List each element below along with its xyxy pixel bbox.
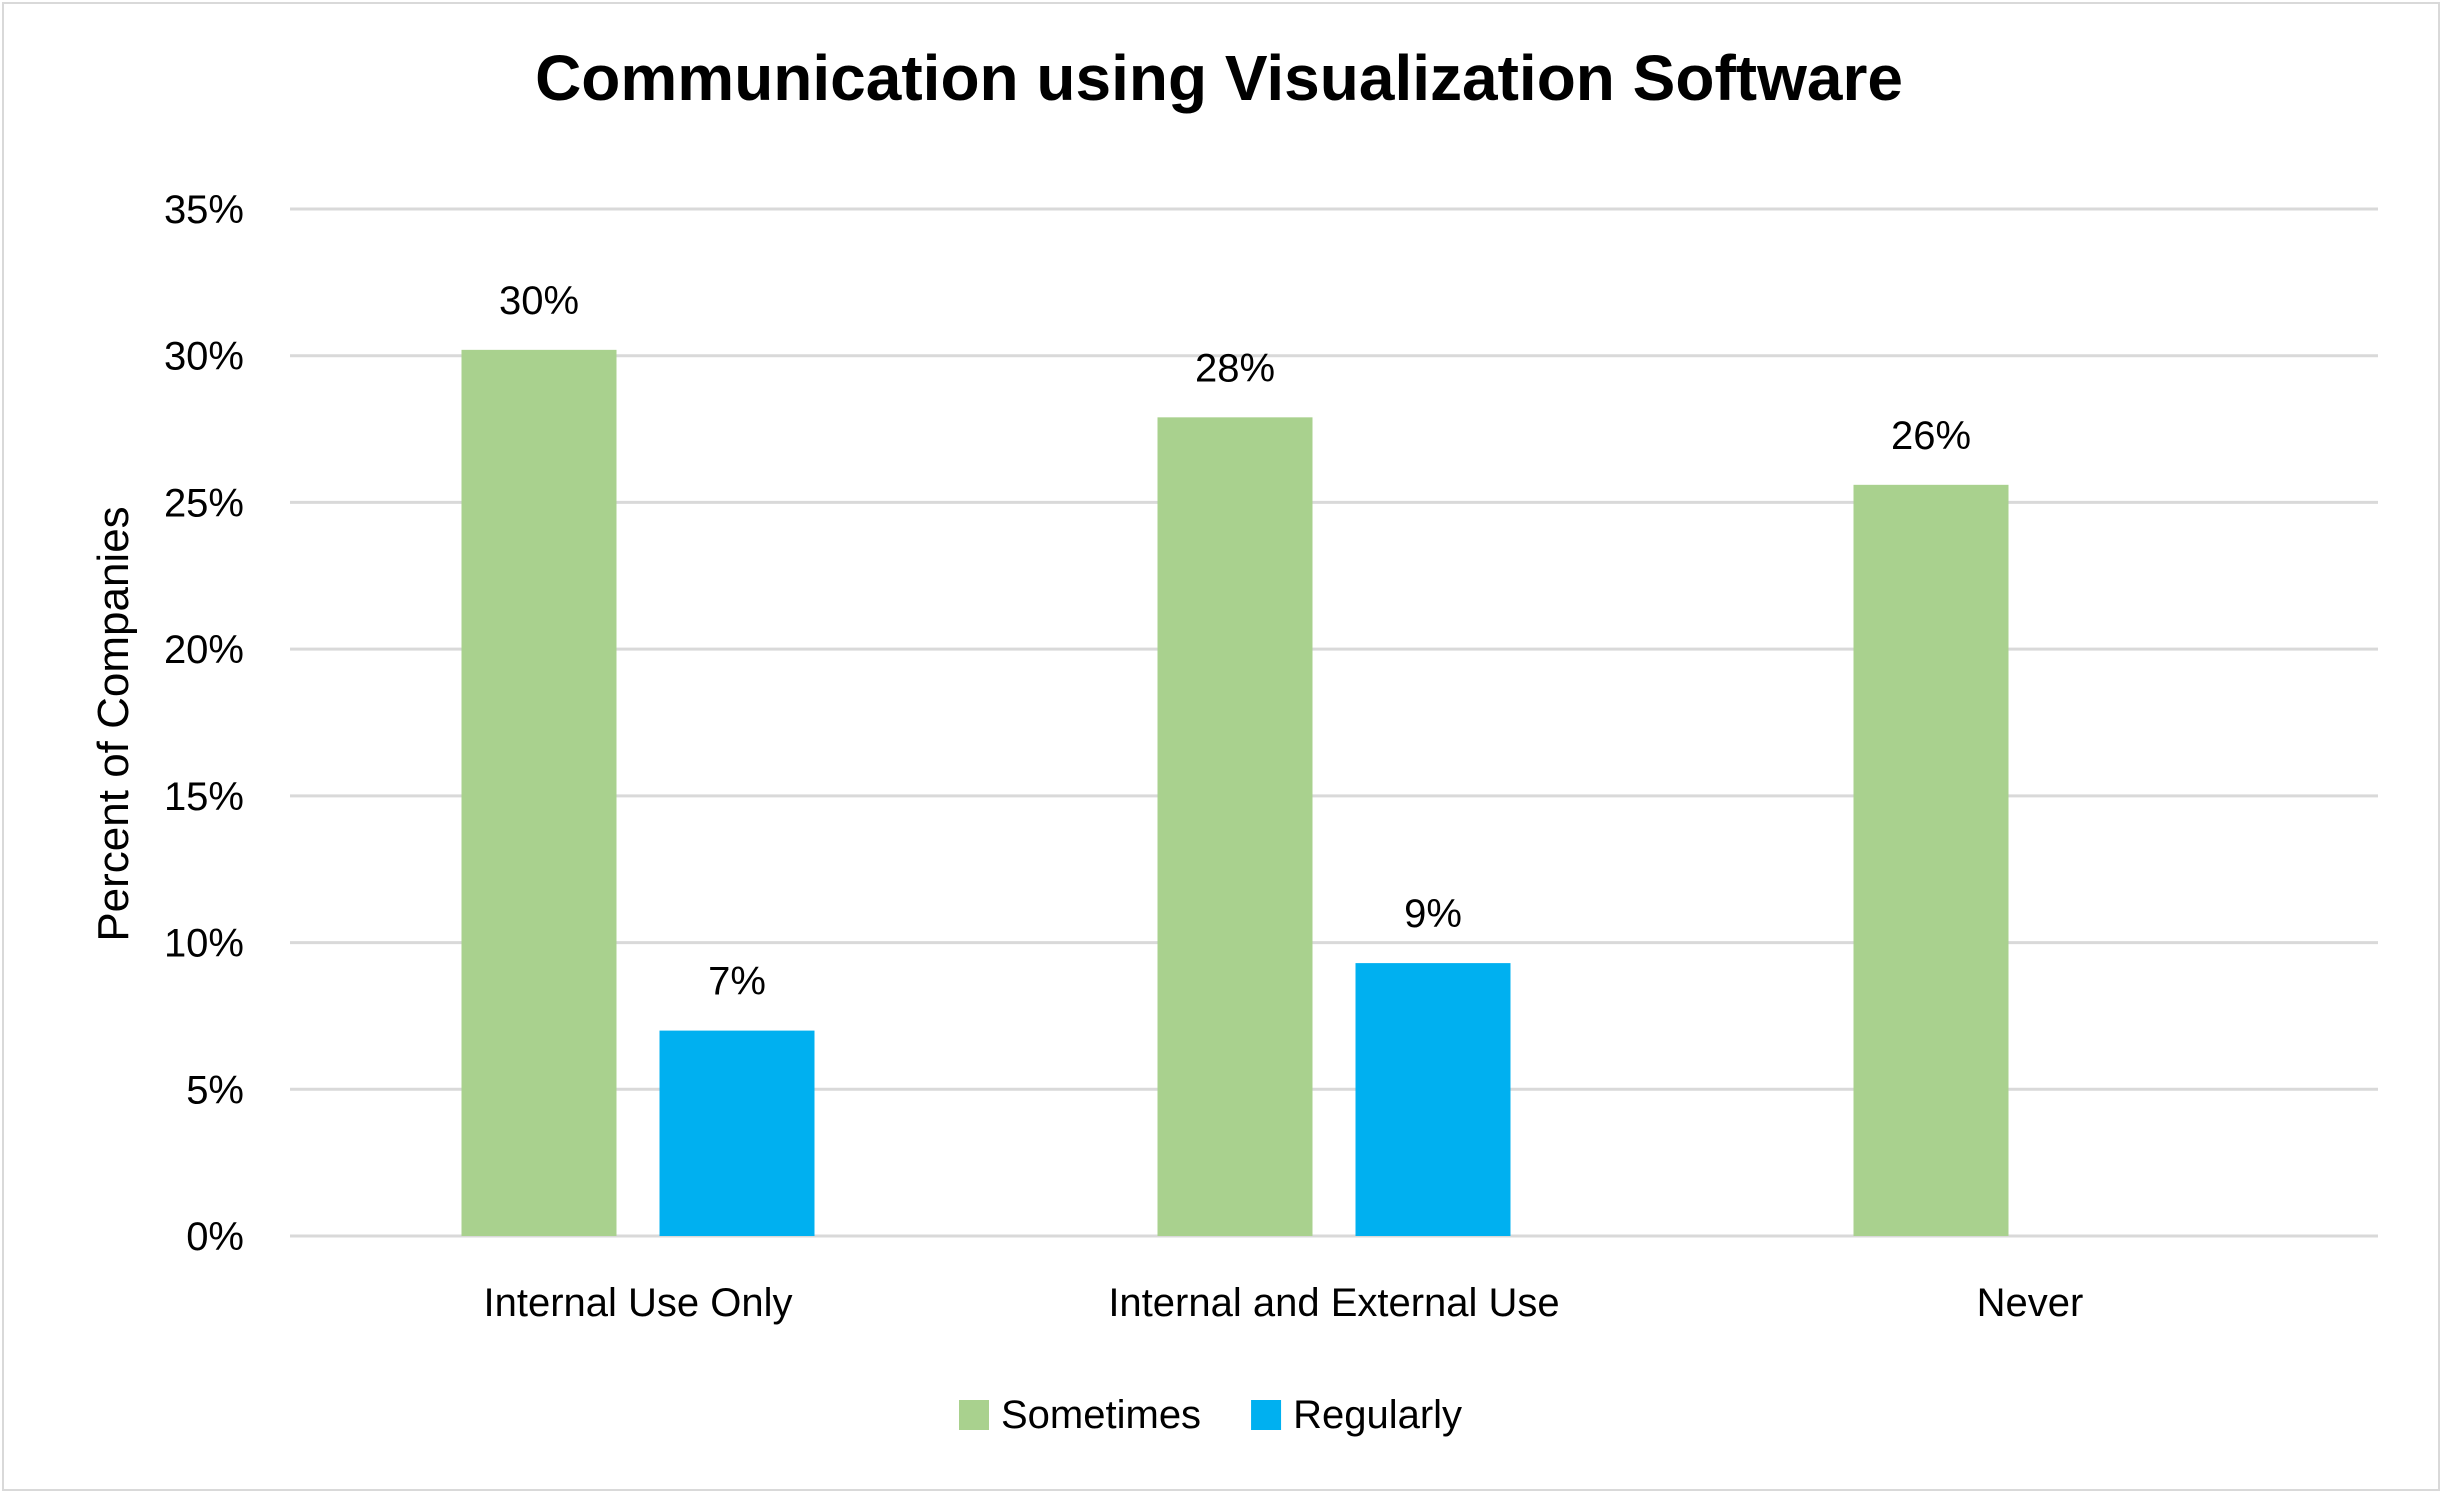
legend-label-regularly: Regularly: [1293, 1393, 1462, 1437]
y-tick-label: 10%: [164, 922, 244, 966]
data-label: 9%: [1404, 892, 1462, 936]
x-category-label: Never: [1977, 1281, 2084, 1325]
data-labels: 30% 7% 28% 9% 26%: [499, 279, 1971, 1004]
y-tick-label: 5%: [186, 1068, 244, 1112]
bar-sometimes-3: [1853, 484, 2009, 1236]
y-tick-label: 0%: [186, 1215, 244, 1259]
x-axis-categories: Internal Use Only Internal and External U…: [483, 1281, 2083, 1325]
y-axis-title: Percent of Companies: [89, 506, 138, 941]
data-label: 7%: [708, 960, 766, 1004]
x-category-label: Internal Use Only: [483, 1281, 792, 1325]
y-tick-label: 30%: [164, 335, 244, 379]
y-axis-ticks: 0% 5% 10% 15% 20% 25% 30% 35%: [164, 188, 244, 1259]
bar-chart: Communication using Visualization Softwa…: [89, 42, 2378, 1437]
data-label: 28%: [1195, 346, 1275, 390]
bar-sometimes-1: [461, 349, 617, 1236]
y-tick-label: 15%: [164, 775, 244, 819]
data-label: 30%: [499, 279, 579, 323]
legend: Sometimes Regularly: [959, 1393, 1462, 1437]
y-tick-label: 35%: [164, 188, 244, 232]
bar-regularly-2: [1355, 963, 1511, 1236]
x-category-label: Internal and External Use: [1108, 1281, 1559, 1325]
bar-sometimes-2: [1157, 417, 1313, 1236]
bar-regularly-1: [659, 1030, 815, 1236]
gridlines: [290, 207, 2378, 1238]
legend-label-sometimes: Sometimes: [1001, 1393, 1201, 1437]
chart-title: Communication using Visualization Softwa…: [535, 42, 1903, 114]
bars: [461, 349, 2009, 1236]
data-label: 26%: [1891, 414, 1971, 458]
legend-swatch-sometimes: [959, 1400, 989, 1430]
y-tick-label: 20%: [164, 628, 244, 672]
y-tick-label: 25%: [164, 481, 244, 525]
legend-swatch-regularly: [1251, 1400, 1282, 1430]
